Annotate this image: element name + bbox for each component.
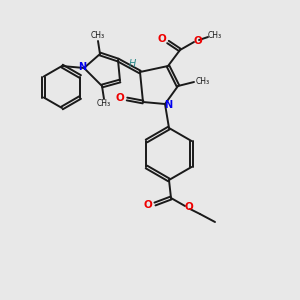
Text: N: N (78, 62, 86, 72)
Text: O: O (144, 200, 152, 210)
Text: O: O (158, 34, 166, 44)
Text: N: N (164, 100, 172, 110)
Text: CH₃: CH₃ (97, 100, 111, 109)
Text: CH₃: CH₃ (208, 31, 222, 40)
Text: O: O (184, 202, 194, 212)
Text: O: O (194, 36, 202, 46)
Text: H: H (128, 59, 136, 69)
Text: CH₃: CH₃ (196, 76, 210, 85)
Text: CH₃: CH₃ (91, 32, 105, 40)
Text: O: O (116, 93, 124, 103)
